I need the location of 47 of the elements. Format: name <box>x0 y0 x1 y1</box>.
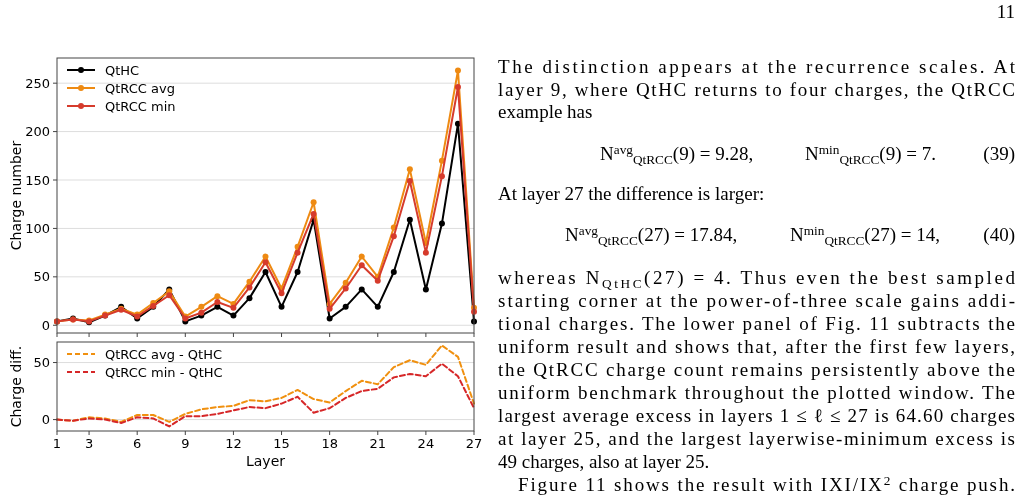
legend-label: QtHC <box>105 62 140 78</box>
y-tick-label: 250 <box>25 75 50 91</box>
x-tick-label: 21 <box>369 436 387 451</box>
text: starting corner at the power-of-three scale gains addi- <box>498 290 1015 311</box>
text: the QtRCC charge count remains persistently above the <box>498 359 1015 380</box>
y-axis-title: Charge diff. <box>8 345 24 428</box>
y-tick-label: 50 <box>33 355 50 371</box>
text: example has <box>498 101 593 122</box>
text: at layer 25, and the largest layerwise-minimum excess is <box>498 428 1015 449</box>
text: uniform result and shows that, after the first few layers, <box>498 336 1015 357</box>
legend-label: QtRCC avg - QtHC <box>105 346 223 362</box>
y-tick-label: 200 <box>25 124 50 140</box>
x-tick-label: 6 <box>133 436 142 451</box>
text: N$^{min}$$_{QtRCC}$(27) = 14, <box>790 223 940 248</box>
legend-label: QtRCC avg <box>105 80 175 96</box>
x-tick-label: 27 <box>465 436 483 451</box>
x-tick-label: 1 <box>52 436 62 451</box>
x-tick-label: 15 <box>273 436 290 451</box>
y-axis-title: Charge number <box>8 140 24 251</box>
caption: Figure 11 shows the result with IXI/IX$^{2}$ charge push. <box>518 473 1015 495</box>
x-tick-label: 18 <box>321 436 338 451</box>
text: N$^{min}$$_{QtRCC}$(9) = 7. <box>805 142 936 167</box>
x-axis-title: Layer <box>245 453 286 469</box>
text: The distinction appears at the recurrence scales. At <box>498 56 1016 77</box>
y-tick-label: 0 <box>41 317 50 333</box>
text: uniform benchmark throughout the plotted window. The <box>498 382 1015 403</box>
text: (39) <box>983 143 1015 165</box>
text: N$^{avg}$$_{QtRCC}$(27) = 17.84, <box>565 223 738 248</box>
text: N$^{avg}$$_{QtRCC}$(9) = 9.28, <box>600 142 754 167</box>
y-tick-label: 150 <box>25 172 50 188</box>
x-tick-label: 12 <box>225 436 242 451</box>
text: tional charges. The lower panel of Fig. 11 subtracts the <box>498 313 1015 334</box>
text: 49 charges, also at layer 25. <box>498 451 710 472</box>
y-tick-label: 100 <box>25 220 50 236</box>
text: At layer 27 the difference is larger: <box>498 183 765 204</box>
y-tick-label: 50 <box>33 269 50 285</box>
x-tick-label: 24 <box>417 436 435 451</box>
text: 11 <box>996 1 1015 22</box>
legend-label: QtRCC min - QtHC <box>105 364 223 380</box>
text: (40) <box>983 224 1015 246</box>
text: layer 9, where QtHC returns to four charges, the QtRCC <box>498 79 1015 100</box>
legend-label: QtRCC min <box>105 98 176 114</box>
y-tick-label: 0 <box>41 412 50 428</box>
text: largest average excess in layers 1 ≤ ℓ ≤ 27 is 64.60 charges <box>498 405 1015 426</box>
x-tick-label: 3 <box>84 436 94 451</box>
text: whereas N$_{QtHC}$(27) = 4. Thus even the best sampled <box>498 267 1016 291</box>
x-tick-label: 9 <box>181 436 190 451</box>
